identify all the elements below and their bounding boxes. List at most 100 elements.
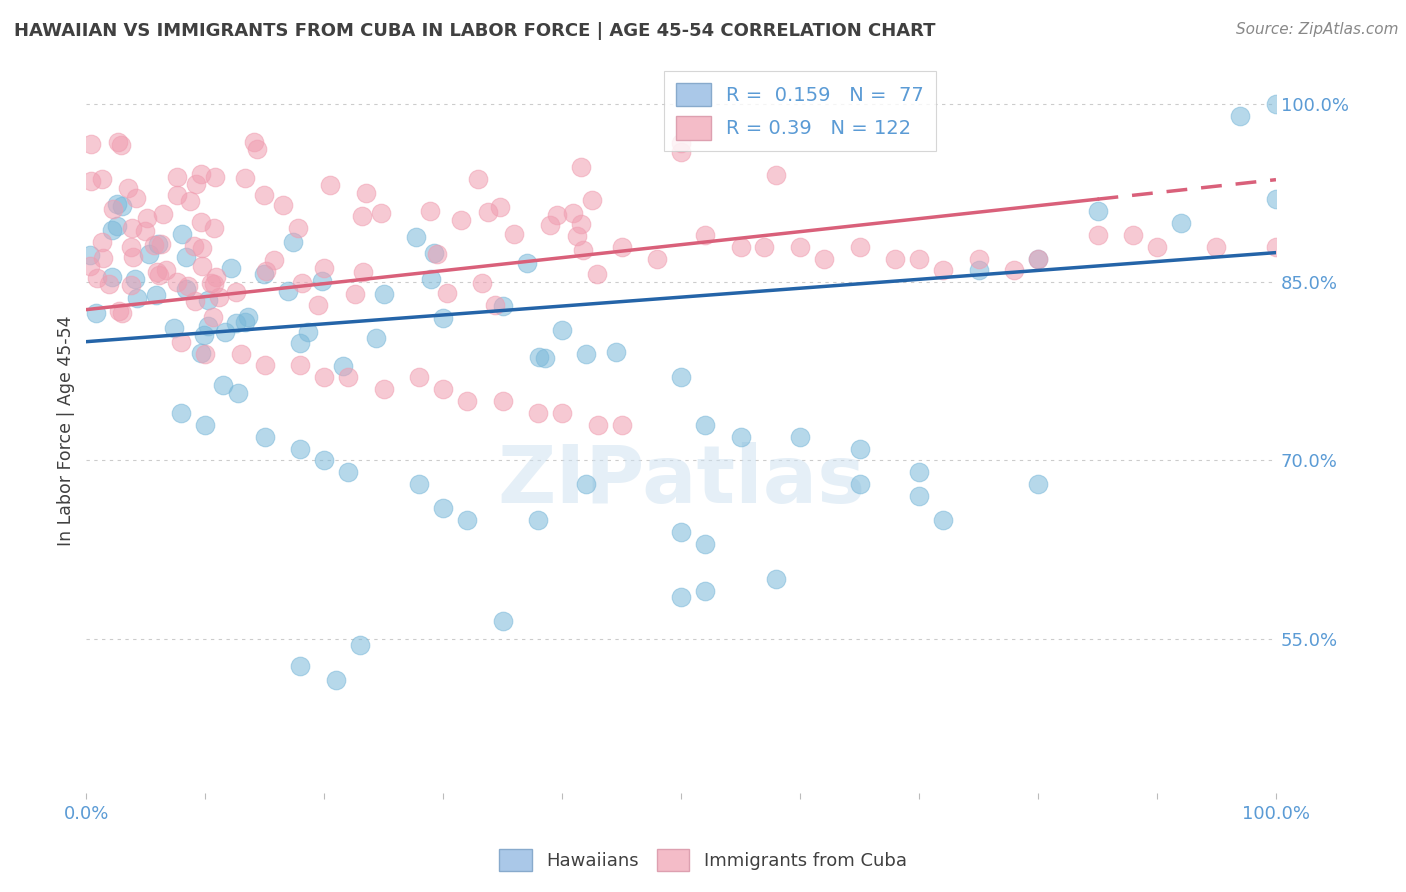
Point (967, 263, 990, 277)
Point (79, 248, 101, 262)
Point (84, 306, 107, 320)
Point (236, 310, 259, 325)
Point (101, 202, 124, 217)
Point (101, 269, 124, 284)
Point (253, 430, 276, 444)
Point (124, 272, 146, 286)
Point (571, 243, 593, 257)
Point (211, 378, 233, 392)
Point (669, 145, 692, 159)
Point (111, 199, 134, 213)
Point (581, 193, 603, 207)
Point (456, 513, 478, 527)
Point (527, 406, 550, 420)
Point (908, 489, 931, 503)
Point (432, 310, 454, 325)
Point (314, 453, 336, 467)
Point (352, 209, 374, 223)
Point (405, 230, 427, 244)
Point (202, 277, 225, 291)
Point (125, 191, 148, 205)
Point (432, 500, 454, 515)
Point (456, 394, 478, 409)
Point (197, 319, 219, 334)
Point (290, 659, 312, 673)
Point (208, 290, 231, 304)
Legend: R =  0.159   N =  77, R = 0.39   N = 122: R = 0.159 N = 77, R = 0.39 N = 122 (664, 71, 936, 152)
Point (176, 250, 198, 264)
Point (332, 359, 354, 373)
Point (117, 181, 139, 195)
Point (848, 240, 870, 254)
Point (354, 186, 377, 200)
Point (179, 194, 201, 209)
Point (1087, 204, 1109, 219)
Point (408, 370, 430, 384)
Point (146, 265, 169, 279)
Y-axis label: In Labor Force | Age 45-54: In Labor Force | Age 45-54 (58, 316, 75, 546)
Point (314, 370, 336, 384)
Point (290, 359, 312, 373)
Text: ZIPatlas: ZIPatlas (496, 442, 865, 520)
Point (290, 442, 312, 456)
Point (107, 135, 129, 149)
Point (142, 238, 165, 252)
Point (79, 136, 101, 151)
Legend: Hawaiians, Immigrants from Cuba: Hawaiians, Immigrants from Cuba (492, 842, 914, 879)
Point (166, 188, 188, 202)
Point (669, 524, 692, 539)
Point (1265, 97, 1288, 112)
Point (148, 268, 170, 282)
Point (186, 177, 208, 191)
Point (408, 477, 430, 491)
Point (120, 278, 142, 293)
Point (193, 328, 215, 343)
Point (585, 267, 607, 281)
Point (277, 285, 299, 299)
Point (1087, 227, 1109, 242)
Point (291, 276, 314, 290)
Point (503, 227, 526, 242)
Point (105, 197, 128, 211)
Point (148, 237, 170, 252)
Point (1229, 109, 1251, 123)
Point (287, 220, 309, 235)
Point (111, 306, 134, 320)
Point (569, 217, 592, 231)
Point (184, 293, 207, 308)
Point (166, 275, 188, 289)
Point (1026, 252, 1049, 266)
Point (105, 219, 128, 234)
Point (551, 406, 574, 420)
Point (194, 417, 217, 432)
Point (152, 207, 174, 221)
Point (370, 206, 392, 220)
Point (219, 261, 242, 276)
Point (190, 241, 212, 255)
Point (138, 247, 160, 261)
Point (575, 346, 598, 360)
Point (253, 359, 276, 373)
Point (765, 572, 787, 586)
Point (98, 277, 121, 291)
Point (366, 330, 388, 344)
Point (789, 430, 811, 444)
Point (669, 590, 692, 604)
Point (546, 208, 568, 222)
Point (693, 536, 716, 550)
Point (233, 171, 256, 186)
Point (290, 336, 312, 351)
Point (110, 137, 132, 152)
Point (450, 212, 472, 227)
Point (533, 351, 555, 365)
Point (1002, 263, 1025, 277)
Point (271, 197, 294, 211)
Point (243, 135, 266, 149)
Point (610, 417, 633, 432)
Point (190, 259, 212, 273)
Point (170, 334, 193, 349)
Point (281, 235, 304, 249)
Point (312, 261, 335, 276)
Point (693, 227, 716, 242)
Point (311, 275, 333, 289)
